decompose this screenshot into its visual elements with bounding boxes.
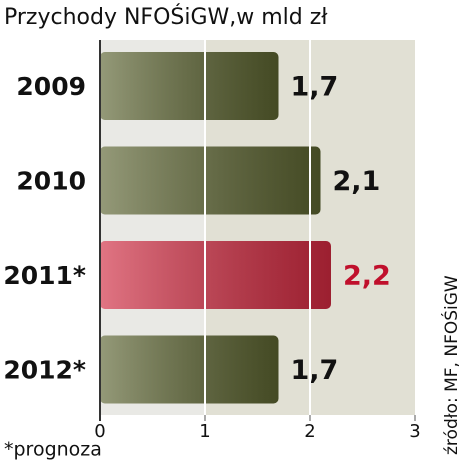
bar-shade (100, 52, 279, 120)
y-tick-label: 2010 (16, 167, 86, 196)
value-label: 2,2 (343, 261, 391, 292)
y-tick-label: 2012* (3, 356, 86, 385)
x-tick-label: 3 (409, 421, 420, 442)
value-label: 2,1 (333, 166, 381, 197)
source: źródło: MF, NFOŚiGW (440, 275, 462, 455)
value-label: 1,7 (291, 72, 339, 103)
value-label: 1,7 (291, 355, 339, 386)
bar-shade (100, 241, 331, 309)
x-tick-label: 2 (304, 421, 315, 442)
y-tick-label: 2009 (16, 72, 86, 101)
bar-shade (100, 335, 279, 404)
footnote: *prognoza (4, 439, 102, 461)
x-tick-label: 1 (199, 421, 210, 442)
x-tick-label: 0 (94, 421, 105, 442)
y-tick-label: 2011* (3, 261, 86, 290)
chart-title: Przychody NFOŚiGW,w mld zł (4, 4, 328, 30)
bar-shade (100, 146, 321, 215)
